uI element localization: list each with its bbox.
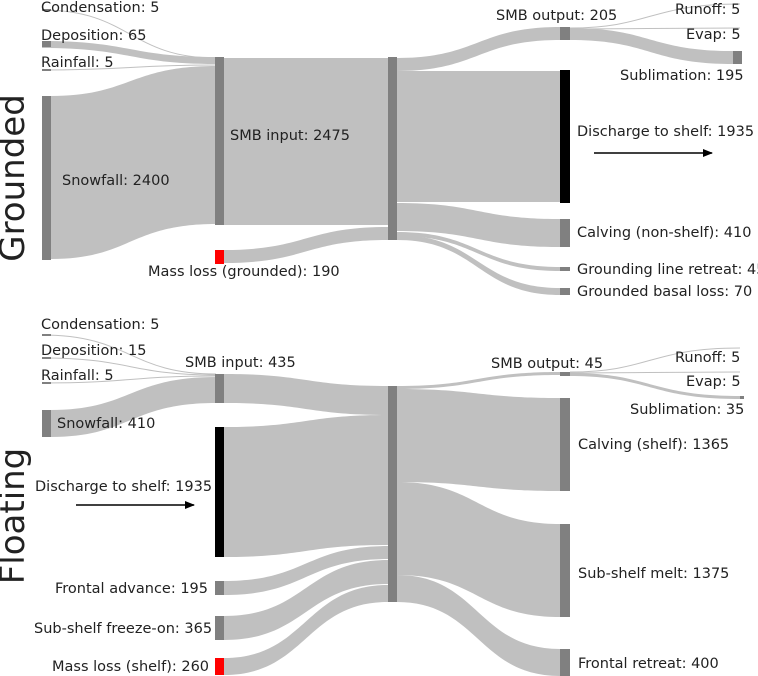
label-f-smb-input: SMB input: 435: [185, 355, 296, 371]
flow-f-frontal-advance-to-balance: [224, 546, 388, 595]
label-f-deposition: Deposition: 15: [41, 343, 146, 359]
flow-balance-to-gl-retreat: [397, 232, 560, 271]
node-f-condensation: [42, 334, 51, 336]
label-runoff: Runoff: 5: [675, 2, 740, 18]
flow-f-smb-output-to-sublimation: [570, 373, 740, 399]
label-f-rainfall: Rainfall: 5: [41, 368, 114, 384]
label-smb-input: SMB input: 2475: [230, 128, 350, 144]
label-f-smb-output: SMB output: 45: [491, 356, 603, 372]
node-f-smb-input: [215, 374, 224, 403]
label-condensation: Condensation: 5: [41, 0, 159, 16]
label-f-calving: Calving (shelf): 1365: [578, 437, 729, 453]
node-f-discharge: [215, 427, 224, 557]
label-f-frontal-advance: Frontal advance: 195: [55, 581, 208, 597]
label-f-melt: Sub-shelf melt: 1375: [578, 566, 729, 582]
label-f-runoff: Runoff: 5: [675, 350, 740, 366]
node-gl-retreat: [560, 267, 570, 271]
label-sublimation: Sublimation: 195: [620, 68, 744, 84]
label-calving: Calving (non-shelf): 410: [577, 225, 751, 241]
label-f-sublimation: Sublimation: 35: [630, 402, 744, 418]
flow-f-mass-loss-to-balance: [224, 585, 388, 675]
flow-balance-to-calving: [397, 203, 560, 247]
label-f-mass-loss: Mass loss (shelf): 260: [52, 659, 209, 675]
label-rainfall: Rainfall: 5: [41, 55, 114, 71]
flow-f-rainfall-to-smb-input: [41, 375, 217, 384]
label-f-frontal-retreat: Frontal retreat: 400: [578, 656, 719, 672]
flow-f-smb-output-to-runoff: [569, 347, 741, 373]
flow-rainfall-to-smb-input: [41, 64, 217, 71]
node-f-deposition: [42, 357, 51, 359]
flow-f-snowfall-to-smb-input: [51, 377, 216, 437]
flow-f-balance-to-calving: [397, 389, 560, 491]
node-smb-input: [215, 57, 224, 225]
label-discharge: Discharge to shelf: 1935: [577, 124, 754, 140]
node-f-frontal-advance: [215, 581, 224, 595]
label-f-discharge: Discharge to shelf: 1935: [35, 479, 212, 495]
flow-f-balance-to-frontal-retreat: [397, 575, 560, 676]
node-discharge: [560, 70, 570, 203]
node-sublimation: [733, 51, 742, 64]
floating-title: Floating: [0, 448, 33, 585]
label-f-evap: Evap: 5: [686, 374, 741, 390]
node-deposition: [42, 41, 51, 47]
label-evap: Evap: 5: [686, 27, 741, 43]
label-basal-loss: Grounded basal loss: 70: [577, 284, 752, 300]
node-basal-loss: [560, 288, 570, 295]
flow-f-balance-to-melt: [397, 482, 560, 617]
node-f-rainfall: [42, 382, 51, 384]
flow-smb-output-to-sublimation: [570, 28, 733, 64]
flow-f-balance-to-smb-output: [397, 372, 560, 389]
node-f-melt: [560, 524, 570, 617]
node-condensation: [42, 9, 51, 11]
flow-f-smb-output-to-evap: [569, 371, 741, 374]
flow-balance-to-basal-loss: [397, 235, 560, 295]
label-smb-output: SMB output: 205: [496, 8, 617, 24]
flow-f-discharge-to-balance: [224, 415, 388, 557]
node-f-smb-output: [560, 372, 570, 376]
flow-balance-to-discharge: [397, 71, 560, 202]
flow-mass-loss-to-balance: [224, 227, 388, 263]
label-f-snowfall: Snowfall: 410: [57, 416, 155, 432]
flow-f-smb-input-to-balance: [224, 374, 388, 415]
flow-smb-output-to-runoff: [569, 3, 741, 29]
label-gl-retreat: Grounding line retreat: 45: [577, 262, 758, 278]
label-mass-loss: Mass loss (grounded): 190: [148, 264, 340, 280]
label-snowfall: Snowfall: 2400: [62, 173, 170, 189]
flow-snowfall-to-smb-input: [51, 66, 216, 259]
flow-balance-to-smb-output: [397, 27, 560, 71]
node-mass-loss: [215, 250, 224, 264]
label-f-condensation: Condensation: 5: [41, 317, 159, 333]
node-calving: [560, 219, 570, 247]
flow-f-condensation-to-smb-input: [41, 334, 217, 375]
flow-f-freeze-on-to-balance: [224, 560, 388, 640]
node-f-balance: [388, 386, 397, 602]
flow-deposition-to-smb-input: [42, 41, 216, 64]
label-deposition: Deposition: 65: [41, 28, 146, 44]
node-f-freeze-on: [215, 616, 224, 640]
node-f-snowfall: [42, 410, 51, 437]
label-f-freeze-on: Sub-shelf freeze-on: 365: [34, 621, 212, 637]
node-f-frontal-retreat: [560, 649, 570, 676]
flow-condensation-to-smb-input: [41, 9, 217, 59]
node-f-mass-loss: [215, 658, 224, 675]
node-balance: [388, 57, 397, 240]
node-f-sublimation: [740, 396, 744, 399]
node-snowfall: [42, 96, 51, 260]
node-f-calving: [560, 398, 570, 491]
flow-f-deposition-to-smb-input: [41, 357, 217, 376]
grounded-title: Grounded: [0, 94, 33, 262]
node-smb-output: [560, 27, 570, 40]
floating-panel: Floating Condensation: 5 Deposition: 15 …: [0, 317, 744, 676]
flow-smb-input-to-balance: [224, 58, 388, 225]
grounded-panel: Grounded Condensation: 5 Deposition: 65 …: [0, 0, 758, 300]
node-rainfall: [42, 69, 51, 71]
